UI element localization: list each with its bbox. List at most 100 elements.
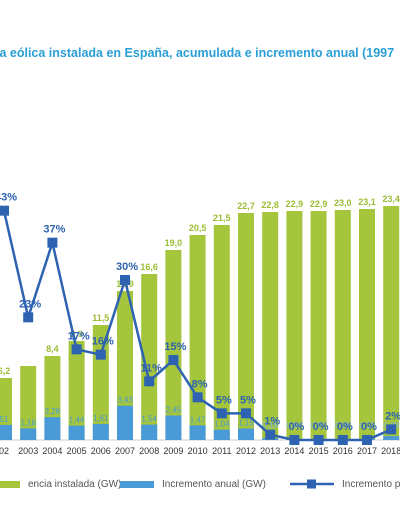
- line-point-percent: [0, 205, 9, 216]
- bar-cumulative: [165, 250, 182, 440]
- bar-annual: [68, 425, 85, 440]
- bar-annual-label: 2,45: [166, 406, 182, 415]
- bar-cumulative-label: 23,0: [334, 198, 352, 208]
- line-point-percent: [313, 435, 324, 445]
- line-point-label: 0%: [288, 421, 304, 433]
- bar-cumulative: [310, 211, 327, 440]
- bar-cumulative-label: 16,6: [140, 262, 158, 272]
- line-point-percent: [362, 435, 372, 445]
- line-point-label: 30%: [116, 261, 138, 273]
- bar-annual-label: 0,18: [262, 421, 278, 430]
- bar-annual-label: 1,16: [20, 418, 36, 427]
- bar-cumulative-label: 22,9: [310, 199, 328, 209]
- x-tick-label: 2011: [212, 446, 231, 456]
- bar-cumulative-label: 22,8: [261, 200, 279, 210]
- legend-label-percent: Incremento por: [342, 478, 400, 490]
- bar-cumulative: [68, 341, 85, 440]
- line-point-percent: [192, 392, 203, 403]
- bar-cumulative: [383, 206, 400, 440]
- x-tick-label: 2016: [333, 446, 353, 456]
- chart-title: ia eólica instalada en España, acumulada…: [0, 46, 395, 60]
- bar-cumulative: [334, 210, 351, 440]
- bar-annual-label: 1,04: [214, 420, 230, 429]
- line-point-percent: [95, 349, 106, 360]
- x-tick-label: 2007: [115, 446, 135, 456]
- line-point-percent: [241, 408, 251, 419]
- bar-cumulative-label: 19,0: [165, 238, 183, 248]
- x-tick-label: 2006: [91, 446, 111, 456]
- bar-annual: [92, 423, 109, 440]
- bar-annual: [20, 428, 37, 440]
- bar-annual-label: 0,08: [335, 421, 351, 430]
- bar-annual-label: 3,43: [117, 396, 133, 405]
- x-tick-label: 2004: [42, 446, 62, 456]
- bar-cumulative: [141, 274, 158, 440]
- legend-swatch-percent: [290, 479, 334, 489]
- line-point-percent: [47, 237, 58, 248]
- legend-item-cumulative: encia instalada (GW): [0, 476, 121, 492]
- x-tick-label: 2005: [67, 446, 87, 456]
- bar-annual-label: 51: [0, 415, 9, 424]
- bar-cumulative-label: 22,7: [237, 201, 255, 211]
- line-point-percent: [289, 435, 300, 445]
- line-point-label: 5%: [216, 394, 232, 406]
- line-point-percent: [144, 376, 155, 387]
- bar-annual: [165, 415, 182, 440]
- x-tick-label: 2008: [139, 446, 159, 456]
- legend-item-percent: Incremento por: [290, 476, 400, 492]
- bar-annual: [117, 405, 133, 440]
- line-point-label: 43%: [0, 192, 17, 204]
- bar-annual: [141, 424, 158, 440]
- line-point-label: 16%: [92, 336, 114, 348]
- bar-cumulative-label: 9,9: [70, 329, 83, 339]
- legend-swatch-annual: [120, 480, 154, 488]
- line-point-label: 0%: [361, 421, 377, 433]
- line-point-percent: [265, 429, 276, 440]
- line-point-percent: [23, 312, 34, 323]
- bar-annual: [213, 429, 230, 440]
- x-tick-label: 2018: [381, 446, 400, 456]
- bar-annual: [0, 424, 12, 440]
- line-point-label: 8%: [192, 378, 208, 390]
- bar-cumulative-label: 21,5: [213, 213, 231, 223]
- x-tick-label: 2013: [260, 446, 280, 456]
- bar-cumulative: [213, 225, 230, 440]
- bar-annual-label: 1,54: [141, 415, 157, 424]
- x-tick-label: 02: [0, 446, 9, 456]
- bar-annual-label: 1,15: [238, 419, 254, 428]
- legend-item-annual: Incremento anual (GW): [120, 476, 266, 492]
- bar-annual: [383, 436, 400, 440]
- legend-label-annual: Incremento anual (GW): [162, 478, 266, 490]
- bar-annual-label: 0,10: [359, 421, 375, 430]
- bar-annual: [238, 428, 254, 440]
- bar-cumulative-label: 23,4: [382, 194, 400, 204]
- line-point-label: 1%: [264, 416, 280, 428]
- bar-annual-label: 1,47: [190, 415, 206, 424]
- line-point-label: 15%: [164, 341, 186, 353]
- x-tick-label: 2017: [357, 446, 377, 456]
- x-tick-label: 2015: [309, 446, 329, 456]
- line-point-percent: [337, 435, 348, 445]
- line-point-percent: [120, 275, 130, 285]
- line-point-label: 0%: [337, 421, 353, 433]
- bar-cumulative-label: 8,4: [46, 344, 59, 354]
- bar-cumulative: [0, 378, 12, 440]
- line-point-label: 2%: [385, 410, 400, 422]
- bar-cumulative-label: 11,5: [92, 313, 109, 323]
- line-point-label: 17%: [68, 330, 90, 342]
- line-point-percent: [168, 355, 179, 365]
- line-point-percent: [386, 424, 397, 435]
- x-tick-label: 2003: [18, 446, 38, 456]
- bar-cumulative: [262, 212, 279, 440]
- bar-annual-label: 2,28: [45, 407, 61, 416]
- bar-annual-label: 0,00: [311, 421, 327, 430]
- line-point-percent: [71, 344, 82, 355]
- bar-cumulative: [20, 366, 37, 440]
- bar-cumulative-label: 22,9: [286, 199, 304, 209]
- line-point-percent: [216, 408, 227, 419]
- line-point-label: 37%: [43, 224, 65, 236]
- line-point-label: 23%: [19, 298, 41, 310]
- bar-cumulative: [117, 291, 133, 440]
